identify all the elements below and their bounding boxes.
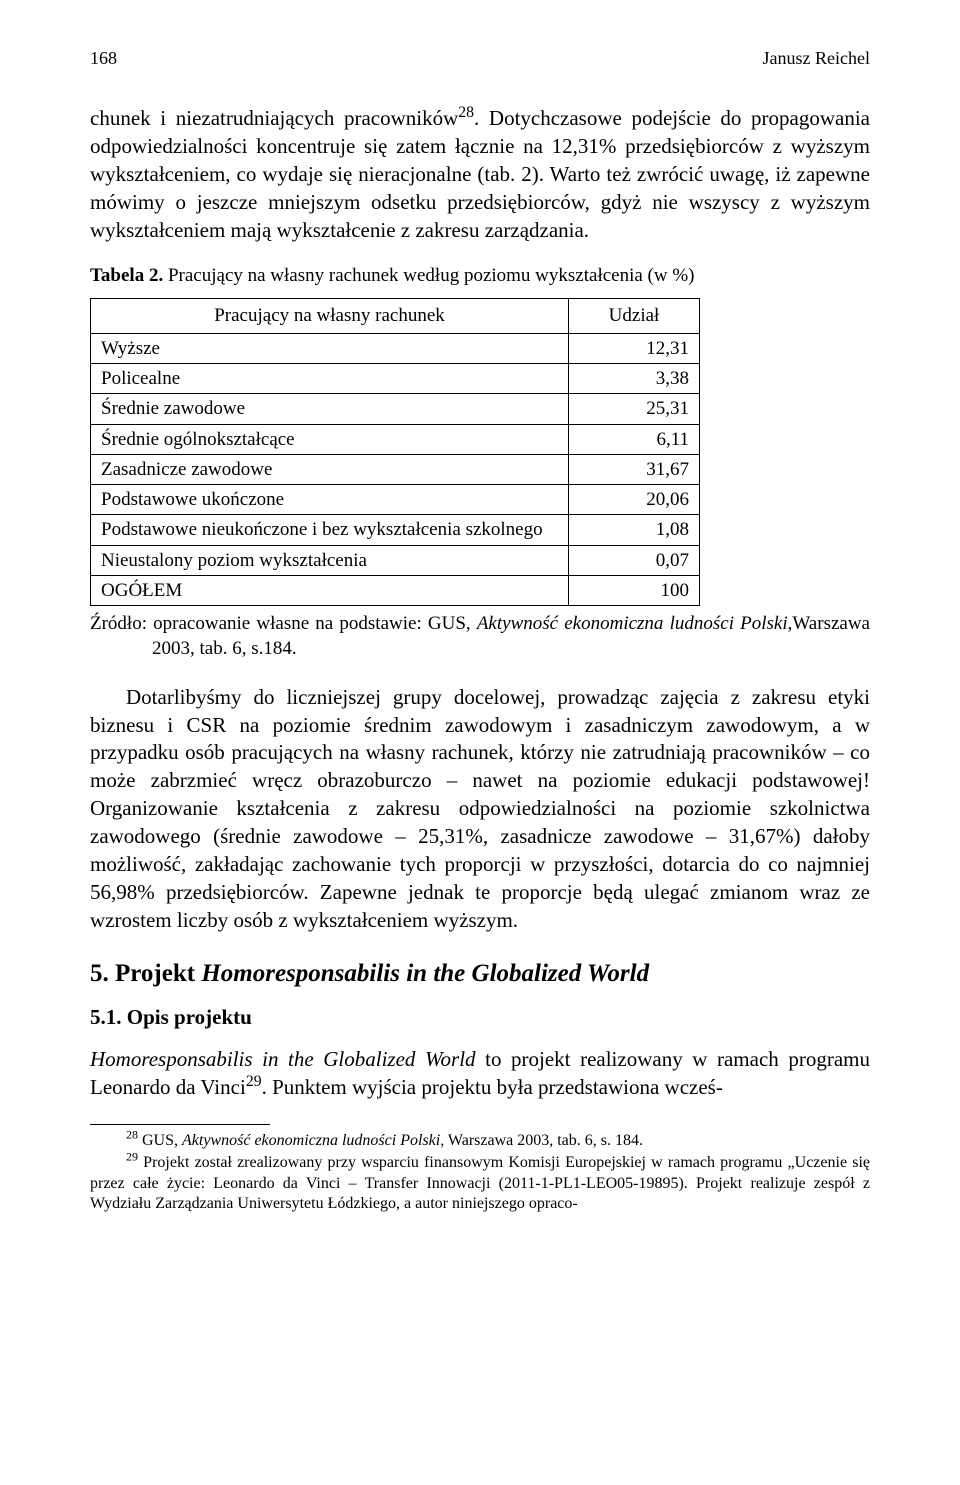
table-row: Nieustalony poziom wykształcenia0,07: [91, 545, 700, 575]
table-row: Średnie ogólnokształcące6,11: [91, 424, 700, 454]
paragraph-1: chunek i niezatrudniających pracowników2…: [90, 105, 870, 245]
row-value: 31,67: [569, 454, 700, 484]
row-value: 100: [569, 576, 700, 606]
row-label: Średnie ogólnokształcące: [91, 424, 569, 454]
heading-number: 5. Projekt: [90, 960, 201, 987]
footnote-28: 28 GUS, Aktywność ekonomiczna ludności P…: [90, 1131, 870, 1151]
footnote-rule: [90, 1124, 270, 1125]
table-caption: Tabela 2. Pracujący na własny rachunek w…: [90, 263, 870, 288]
paragraph-3: Homoresponsabilis in the Globalized Worl…: [90, 1046, 870, 1102]
text-run: . Punktem wyjścia projektu była przedsta…: [262, 1075, 723, 1099]
table-header-left: Pracujący na własny rachunek: [91, 298, 569, 333]
row-label: Zasadnicze zawodowe: [91, 454, 569, 484]
source-italic: Aktywność ekonomiczna ludności Polski: [477, 613, 788, 634]
footnote-29: 29 Projekt został zrealizowany przy wspa…: [90, 1153, 870, 1214]
footnote-ref-29: 29: [246, 1073, 262, 1090]
row-value: 1,08: [569, 515, 700, 545]
table-row: OGÓŁEM100: [91, 576, 700, 606]
text-run-italic: Aktywność ekonomiczna ludności Polski: [182, 1132, 440, 1149]
text-run-italic: Homoresponsabilis in the Globalized Worl…: [90, 1047, 476, 1071]
caption-text: Pracujący na własny rachunek według pozi…: [163, 265, 694, 286]
heading-5: 5. Projekt Homoresponsabilis in the Glob…: [90, 957, 870, 990]
row-label: OGÓŁEM: [91, 576, 569, 606]
row-value: 12,31: [569, 333, 700, 363]
running-author: Janusz Reichel: [763, 48, 870, 69]
text-run: , Warszawa 2003, tab. 6, s. 184.: [440, 1132, 643, 1149]
body-text: chunek i niezatrudniających pracowników2…: [90, 105, 870, 1215]
text-run: chunek i niezatrudniających pracowników: [90, 106, 458, 130]
source-prefix: Źródło:: [90, 613, 153, 634]
footnotes: 28 GUS, Aktywność ekonomiczna ludności P…: [90, 1131, 870, 1215]
heading-5-1: 5.1. Opis projektu: [90, 1004, 870, 1032]
caption-label: Tabela 2.: [90, 265, 163, 286]
table-row: Wyższe12,31: [91, 333, 700, 363]
table-row: Średnie zawodowe25,31: [91, 394, 700, 424]
row-label: Podstawowe ukończone: [91, 485, 569, 515]
row-value: 25,31: [569, 394, 700, 424]
row-label: Policealne: [91, 364, 569, 394]
paragraph-2: Dotarlibyśmy do liczniejszej grupy docel…: [90, 684, 870, 935]
table-row: Zasadnicze zawodowe31,67: [91, 454, 700, 484]
page-number: 168: [90, 48, 117, 69]
table-header-row: Pracujący na własny rachunek Udział: [91, 298, 700, 333]
row-label: Nieustalony poziom wykształcenia: [91, 545, 569, 575]
running-head: 168 Janusz Reichel: [90, 48, 870, 69]
row-label: Wyższe: [91, 333, 569, 363]
table-header-right: Udział: [569, 298, 700, 333]
source-text: opracowanie własne na podstawie: GUS,: [153, 613, 477, 634]
text-run: GUS,: [138, 1132, 182, 1149]
row-value: 20,06: [569, 485, 700, 515]
table-source: Źródło: opracowanie własne na podstawie:…: [90, 612, 870, 661]
table-row: Podstawowe nieukończone i bez wykształce…: [91, 515, 700, 545]
heading-title-italic: Homoresponsabilis in the Globalized Worl…: [201, 960, 649, 987]
page: 168 Janusz Reichel chunek i niezatrudnia…: [0, 0, 960, 1237]
row-value: 6,11: [569, 424, 700, 454]
row-value: 3,38: [569, 364, 700, 394]
row-label: Podstawowe nieukończone i bez wykształce…: [91, 515, 569, 545]
table-education: Pracujący na własny rachunek Udział Wyżs…: [90, 298, 700, 606]
footnote-ref-28: 28: [458, 104, 474, 121]
footnote-number: 28: [126, 1128, 138, 1142]
table-row: Policealne3,38: [91, 364, 700, 394]
text-run: Projekt został zrealizowany przy wsparci…: [90, 1154, 870, 1212]
row-value: 0,07: [569, 545, 700, 575]
table-row: Podstawowe ukończone20,06: [91, 485, 700, 515]
footnote-number: 29: [126, 1150, 138, 1164]
row-label: Średnie zawodowe: [91, 394, 569, 424]
